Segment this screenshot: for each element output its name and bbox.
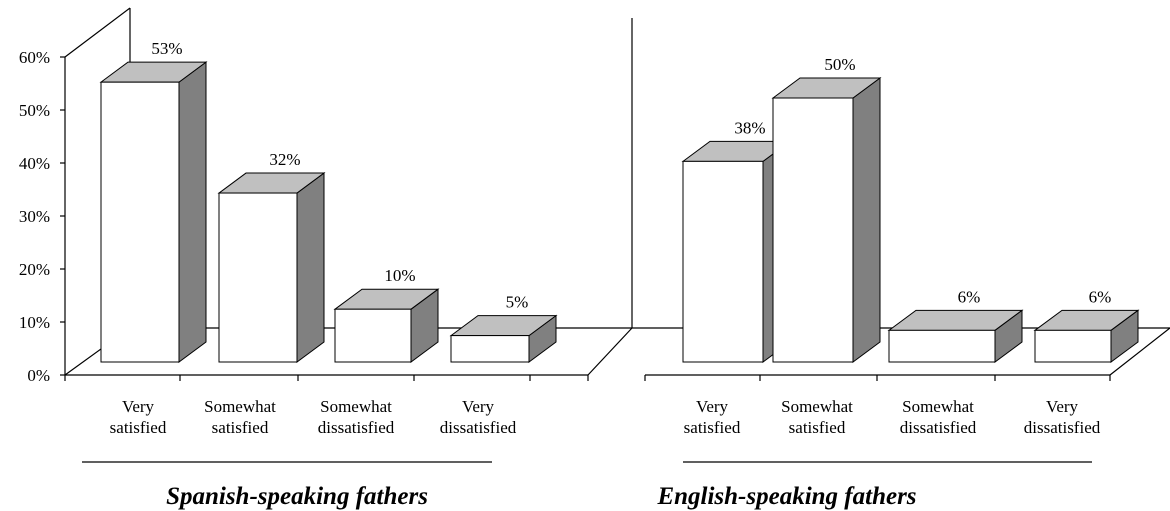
x-tick-label: Somewhat satisfied	[204, 397, 276, 437]
y-axis-top	[64, 7, 131, 58]
value-label: 5%	[506, 293, 529, 312]
bar-side	[178, 61, 207, 363]
bar	[100, 81, 180, 363]
y-tick-label: 10%	[19, 313, 50, 332]
value-label: 6%	[958, 287, 981, 306]
x-tick-label: Somewhat dissatisfied	[900, 397, 977, 437]
floor-edge	[587, 327, 633, 376]
x-tick-label: Very satisfied	[684, 397, 741, 437]
bar	[450, 335, 530, 363]
bar	[218, 192, 298, 363]
bar	[1034, 329, 1112, 363]
y-tick-label: 60%	[19, 48, 50, 67]
bar-side	[296, 172, 325, 363]
y-tick-label: 20%	[19, 260, 50, 279]
y-tick-label: 40%	[19, 154, 50, 173]
y-tick-label: 0%	[27, 366, 50, 385]
group-label: Spanish-speaking fathers	[166, 483, 428, 510]
value-label: 10%	[384, 266, 415, 285]
value-label: 53%	[151, 39, 182, 58]
x-tick-label: Very dissatisfied	[440, 397, 517, 437]
bar-side	[852, 77, 881, 363]
value-label: 38%	[734, 118, 765, 137]
bar	[772, 97, 854, 363]
value-label: 32%	[269, 150, 300, 169]
value-label: 6%	[1089, 287, 1112, 306]
value-label: 50%	[824, 55, 855, 74]
y-tick-label: 30%	[19, 207, 50, 226]
bar	[888, 329, 996, 363]
x-tick-label: Somewhat dissatisfied	[318, 397, 395, 437]
x-tick-label: Very satisfied	[110, 397, 167, 437]
floor-edge	[1109, 327, 1170, 376]
x-tick-label: Very dissatisfied	[1024, 397, 1101, 437]
bar	[682, 160, 764, 363]
group-label: English-speaking fathers	[656, 483, 916, 510]
y-tick-label: 50%	[19, 101, 50, 120]
x-tick-label: Somewhat satisfied	[781, 397, 853, 437]
bar	[334, 308, 412, 363]
